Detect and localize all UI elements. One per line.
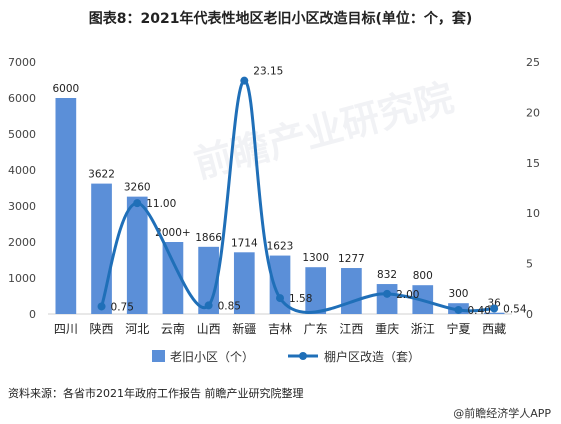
category-label: 新疆 [232,321,256,336]
category-label: 山西 [197,322,221,336]
bar-value-label: 3260 [124,182,151,194]
bar [233,252,255,314]
category-label: 重庆 [375,322,399,336]
app-credit: @前瞻经济学人APP [453,407,551,420]
line-point [383,289,392,298]
left-tick-label: 4000 [8,164,36,177]
line-point [490,304,499,313]
left-tick-label: 0 [29,308,36,321]
category-label: 宁夏 [446,321,470,336]
legend-label-line: 棚户区改造（套） [324,349,420,364]
category-label: 陕西 [90,321,114,336]
bar [126,196,148,314]
line-point [204,301,213,310]
right-tick-label: 15 [526,157,540,170]
bar-value-label: 1623 [267,241,294,253]
line-point [133,199,142,208]
right-tick-label: 5 [526,258,533,271]
line-point [240,76,249,85]
bar-series: 6000 3622 3260 2000+ 1866 1714 1623 1300 1277 832… [52,83,505,314]
category-axis: 四川 陕西 河北 云南 山西 新疆 吉林 广东 江西 重庆 浙江 宁夏 西藏 [54,321,506,336]
right-tick-label: 20 [526,106,540,119]
bar-value-label: 1277 [338,253,365,265]
bar [269,255,291,314]
line-point [454,305,463,314]
left-tick-label: 5000 [8,128,36,141]
right-tick-label: 25 [526,56,540,69]
line-value-label: 11.00 [146,198,176,210]
right-axis: 0 5 10 15 20 25 [526,56,540,321]
bar-value-label: 800 [413,270,433,282]
category-label: 河北 [125,322,149,336]
bar-value-label: 6000 [52,83,79,95]
left-axis: 0 1000 2000 3000 4000 5000 6000 7000 [8,56,512,321]
right-tick-label: 10 [526,207,540,220]
right-tick-label: 0 [526,308,533,321]
category-label: 浙江 [411,322,435,336]
bar [376,284,398,314]
bar-value-label: 300 [448,288,468,300]
line-value-label: 0.54 [503,304,527,316]
chart-title: 图表8：2021年代表性地区老旧小区改造目标(单位：个，套) [88,11,473,27]
category-label: 四川 [54,322,78,336]
legend-marker-line [299,352,307,360]
legend: 老旧小区（个） 棚户区改造（套） [152,349,420,364]
bar-value-label: 832 [377,269,397,281]
left-tick-label: 6000 [8,92,36,105]
legend-swatch-bar [152,350,165,362]
category-label: 西藏 [482,322,506,336]
bar [305,267,327,314]
bar [55,98,77,314]
line-value-label: 0.40 [467,305,490,317]
left-tick-label: 7000 [8,56,36,69]
line-value-label: 0.85 [218,300,241,312]
left-tick-label: 3000 [8,200,36,213]
bar [162,242,184,314]
line-value-label: 2.00 [396,289,419,301]
category-label: 广东 [304,322,328,336]
line-value-label: 1.58 [289,293,312,305]
category-label: 吉林 [268,322,292,336]
bar-value-label: 1300 [302,252,329,264]
bar [91,183,112,314]
left-tick-label: 2000 [8,236,36,249]
bar [483,312,505,314]
line-value-label: 0.75 [111,301,134,313]
category-label: 江西 [339,322,363,336]
line-point [276,294,284,303]
bar-value-label: 3622 [88,169,115,181]
line-point [97,302,106,311]
legend-label-bar: 老旧小区（个） [170,350,254,364]
line-series: 0.75 11.00 0.85 23.15 1.58 2.00 0.40 0.54 [97,66,527,317]
line-path [100,79,495,314]
bar [341,268,362,314]
bar-value-label: 1714 [231,237,258,249]
category-label: 云南 [161,321,185,336]
source-note: 资料来源：各省市2021年政府工作报告 前瞻产业研究院整理 [8,387,304,400]
left-tick-label: 1000 [8,272,36,285]
line-value-label: 23.15 [253,66,283,78]
bar-value-label: 1866 [195,232,222,244]
bar-value-label: 2000+ [155,227,191,239]
